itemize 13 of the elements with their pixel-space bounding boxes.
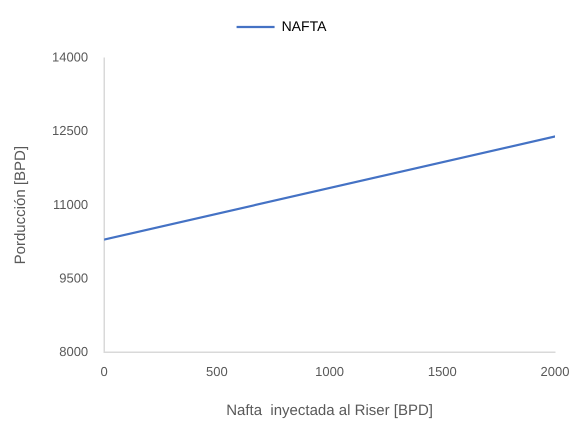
x-tick-label: 2000 (540, 364, 570, 379)
x-tick-label: 500 (206, 364, 228, 379)
x-axis-title: Nafta inyectada al Riser [BPD] (226, 402, 433, 420)
x-tick-label: 1000 (315, 364, 344, 379)
x-tick-label: 1500 (428, 364, 457, 379)
y-tick-label: 12500 (52, 123, 88, 138)
y-tick-label: 11000 (52, 196, 88, 212)
x-tick-label: 0 (100, 364, 108, 379)
y-tick-label: 8000 (59, 344, 88, 359)
legend-label: NAFTA (282, 18, 328, 34)
y-axis-title: Porducción [BPD] (12, 146, 30, 264)
y-tick-label: 14000 (52, 50, 88, 65)
y-tick-label: 9500 (59, 270, 88, 286)
